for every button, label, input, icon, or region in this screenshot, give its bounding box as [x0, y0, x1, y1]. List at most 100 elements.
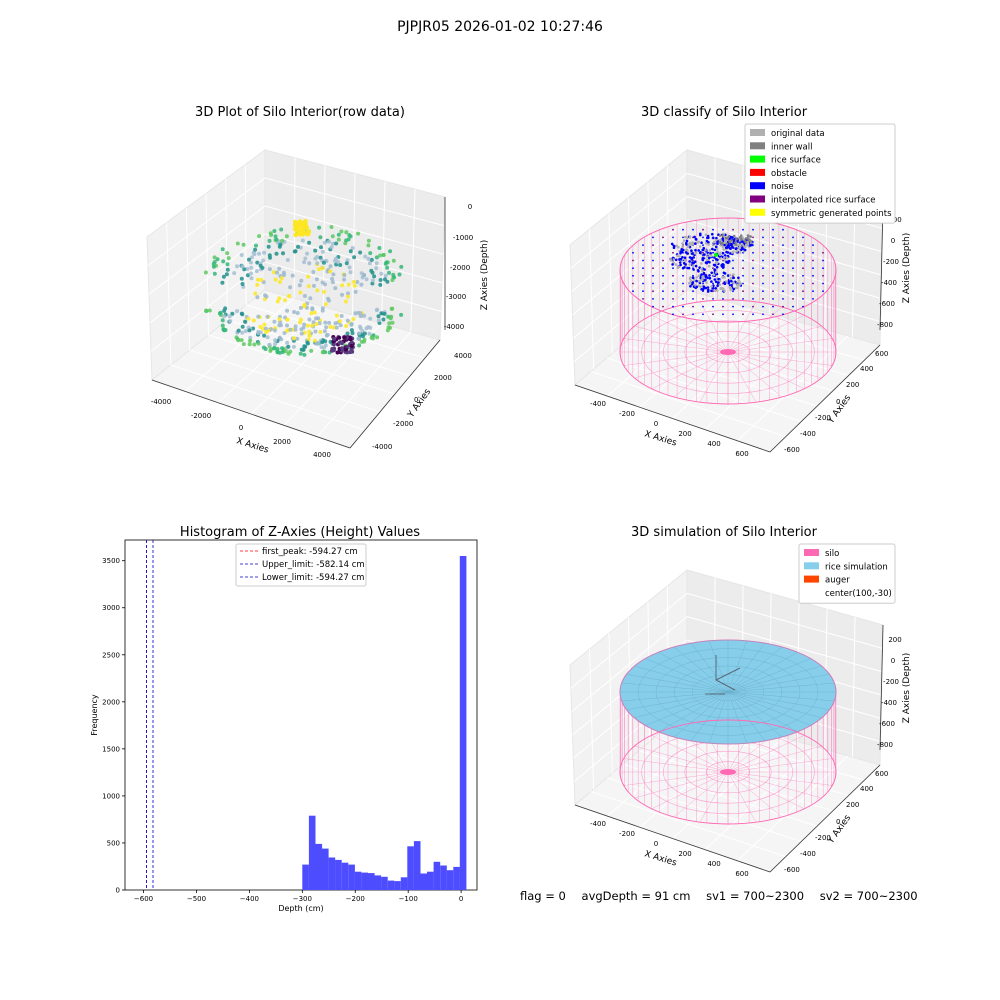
grid-point — [802, 236, 804, 239]
legend-label: auger — [825, 576, 850, 586]
panel-classify-3d: 3D classify of Silo Interior -400 -200 0 20… — [569, 105, 912, 458]
data-point — [249, 255, 254, 260]
classified-point — [717, 281, 720, 284]
data-point — [348, 270, 353, 275]
data-point — [258, 324, 263, 329]
classified-point — [714, 287, 717, 290]
grid-point — [712, 259, 714, 262]
classified-point — [734, 243, 738, 246]
data-point — [385, 265, 390, 270]
data-point — [310, 323, 314, 328]
data-point — [320, 306, 325, 311]
grid-line — [149, 233, 266, 324]
data-point — [298, 351, 303, 356]
classified-point — [683, 258, 687, 262]
classified-point — [701, 277, 704, 280]
data-point — [353, 311, 358, 316]
x-tick-label: −100 — [399, 895, 418, 903]
grid-point — [792, 267, 794, 270]
classified-point — [713, 289, 717, 293]
data-point — [375, 335, 380, 340]
rice-surface-spoke — [727, 691, 830, 710]
grid-point — [762, 282, 764, 285]
data-point — [399, 264, 404, 269]
rice-surface-spoke — [709, 640, 729, 693]
classified-point — [683, 235, 687, 239]
data-point — [344, 299, 348, 304]
data-point — [345, 318, 350, 323]
data-point — [327, 320, 332, 325]
data-point — [285, 308, 290, 313]
data-point — [286, 344, 291, 349]
data-point — [351, 317, 356, 321]
data-point — [304, 225, 310, 230]
classified-point — [672, 246, 676, 249]
silo-floor-spoke — [634, 771, 729, 799]
z-axis-label: Z Axies (Depth) — [902, 233, 912, 304]
data-point — [267, 253, 272, 258]
data-point — [363, 254, 368, 259]
legend-label: silo — [825, 549, 839, 559]
data-point — [344, 324, 349, 328]
classified-point — [694, 237, 698, 241]
classified-point — [724, 239, 727, 242]
data-point — [236, 328, 241, 333]
data-point — [245, 273, 250, 278]
grid-point — [732, 259, 734, 262]
classified-point — [713, 248, 717, 252]
data-point — [221, 274, 226, 279]
data-point — [366, 238, 371, 243]
data-point — [273, 342, 277, 347]
data-point — [251, 318, 256, 323]
classified-point — [740, 242, 743, 246]
data-point — [388, 249, 393, 254]
data-point — [320, 266, 325, 270]
data-point — [381, 317, 386, 322]
legend-label: first_peak: -594.27 cm — [262, 547, 358, 557]
classified-point — [728, 285, 732, 289]
classified-point — [697, 249, 700, 252]
classified-point — [708, 274, 711, 277]
classified-point — [701, 288, 705, 291]
data-point — [302, 352, 307, 357]
data-point — [382, 311, 387, 316]
data-point — [241, 242, 246, 247]
data-point — [319, 245, 323, 250]
legend-label: obstacle — [771, 169, 807, 179]
grid-point — [812, 244, 814, 247]
silo-floor-spoke — [623, 338, 729, 353]
classified-point — [678, 261, 682, 264]
data-point — [257, 234, 262, 239]
grid-point — [672, 228, 674, 231]
data-point — [255, 277, 260, 282]
grid-point — [632, 282, 634, 285]
data-point — [285, 317, 290, 322]
grid-point — [772, 274, 774, 277]
x-tick-label: -4000 — [151, 398, 171, 406]
data-point — [314, 341, 319, 346]
grid-line — [639, 307, 752, 408]
rice-surface-spoke — [645, 658, 729, 693]
classified-point — [721, 237, 725, 240]
grid-line — [686, 616, 883, 673]
data-point — [256, 341, 261, 346]
grid-point — [772, 259, 774, 262]
grid-point — [732, 305, 734, 308]
data-point — [349, 322, 354, 326]
data-point — [323, 302, 328, 307]
data-point — [352, 255, 357, 260]
classified-point — [715, 265, 719, 269]
histogram-bar — [368, 873, 375, 890]
data-point — [376, 318, 381, 323]
silo-floor-spoke — [699, 301, 729, 353]
data-point — [225, 262, 230, 267]
grid-point — [782, 236, 784, 239]
grid-point — [682, 282, 684, 285]
grid-point — [652, 236, 654, 239]
data-point — [320, 350, 325, 355]
classified-point — [685, 241, 688, 245]
classified-point — [738, 251, 742, 254]
axis-line — [879, 624, 884, 751]
data-point — [262, 333, 267, 338]
